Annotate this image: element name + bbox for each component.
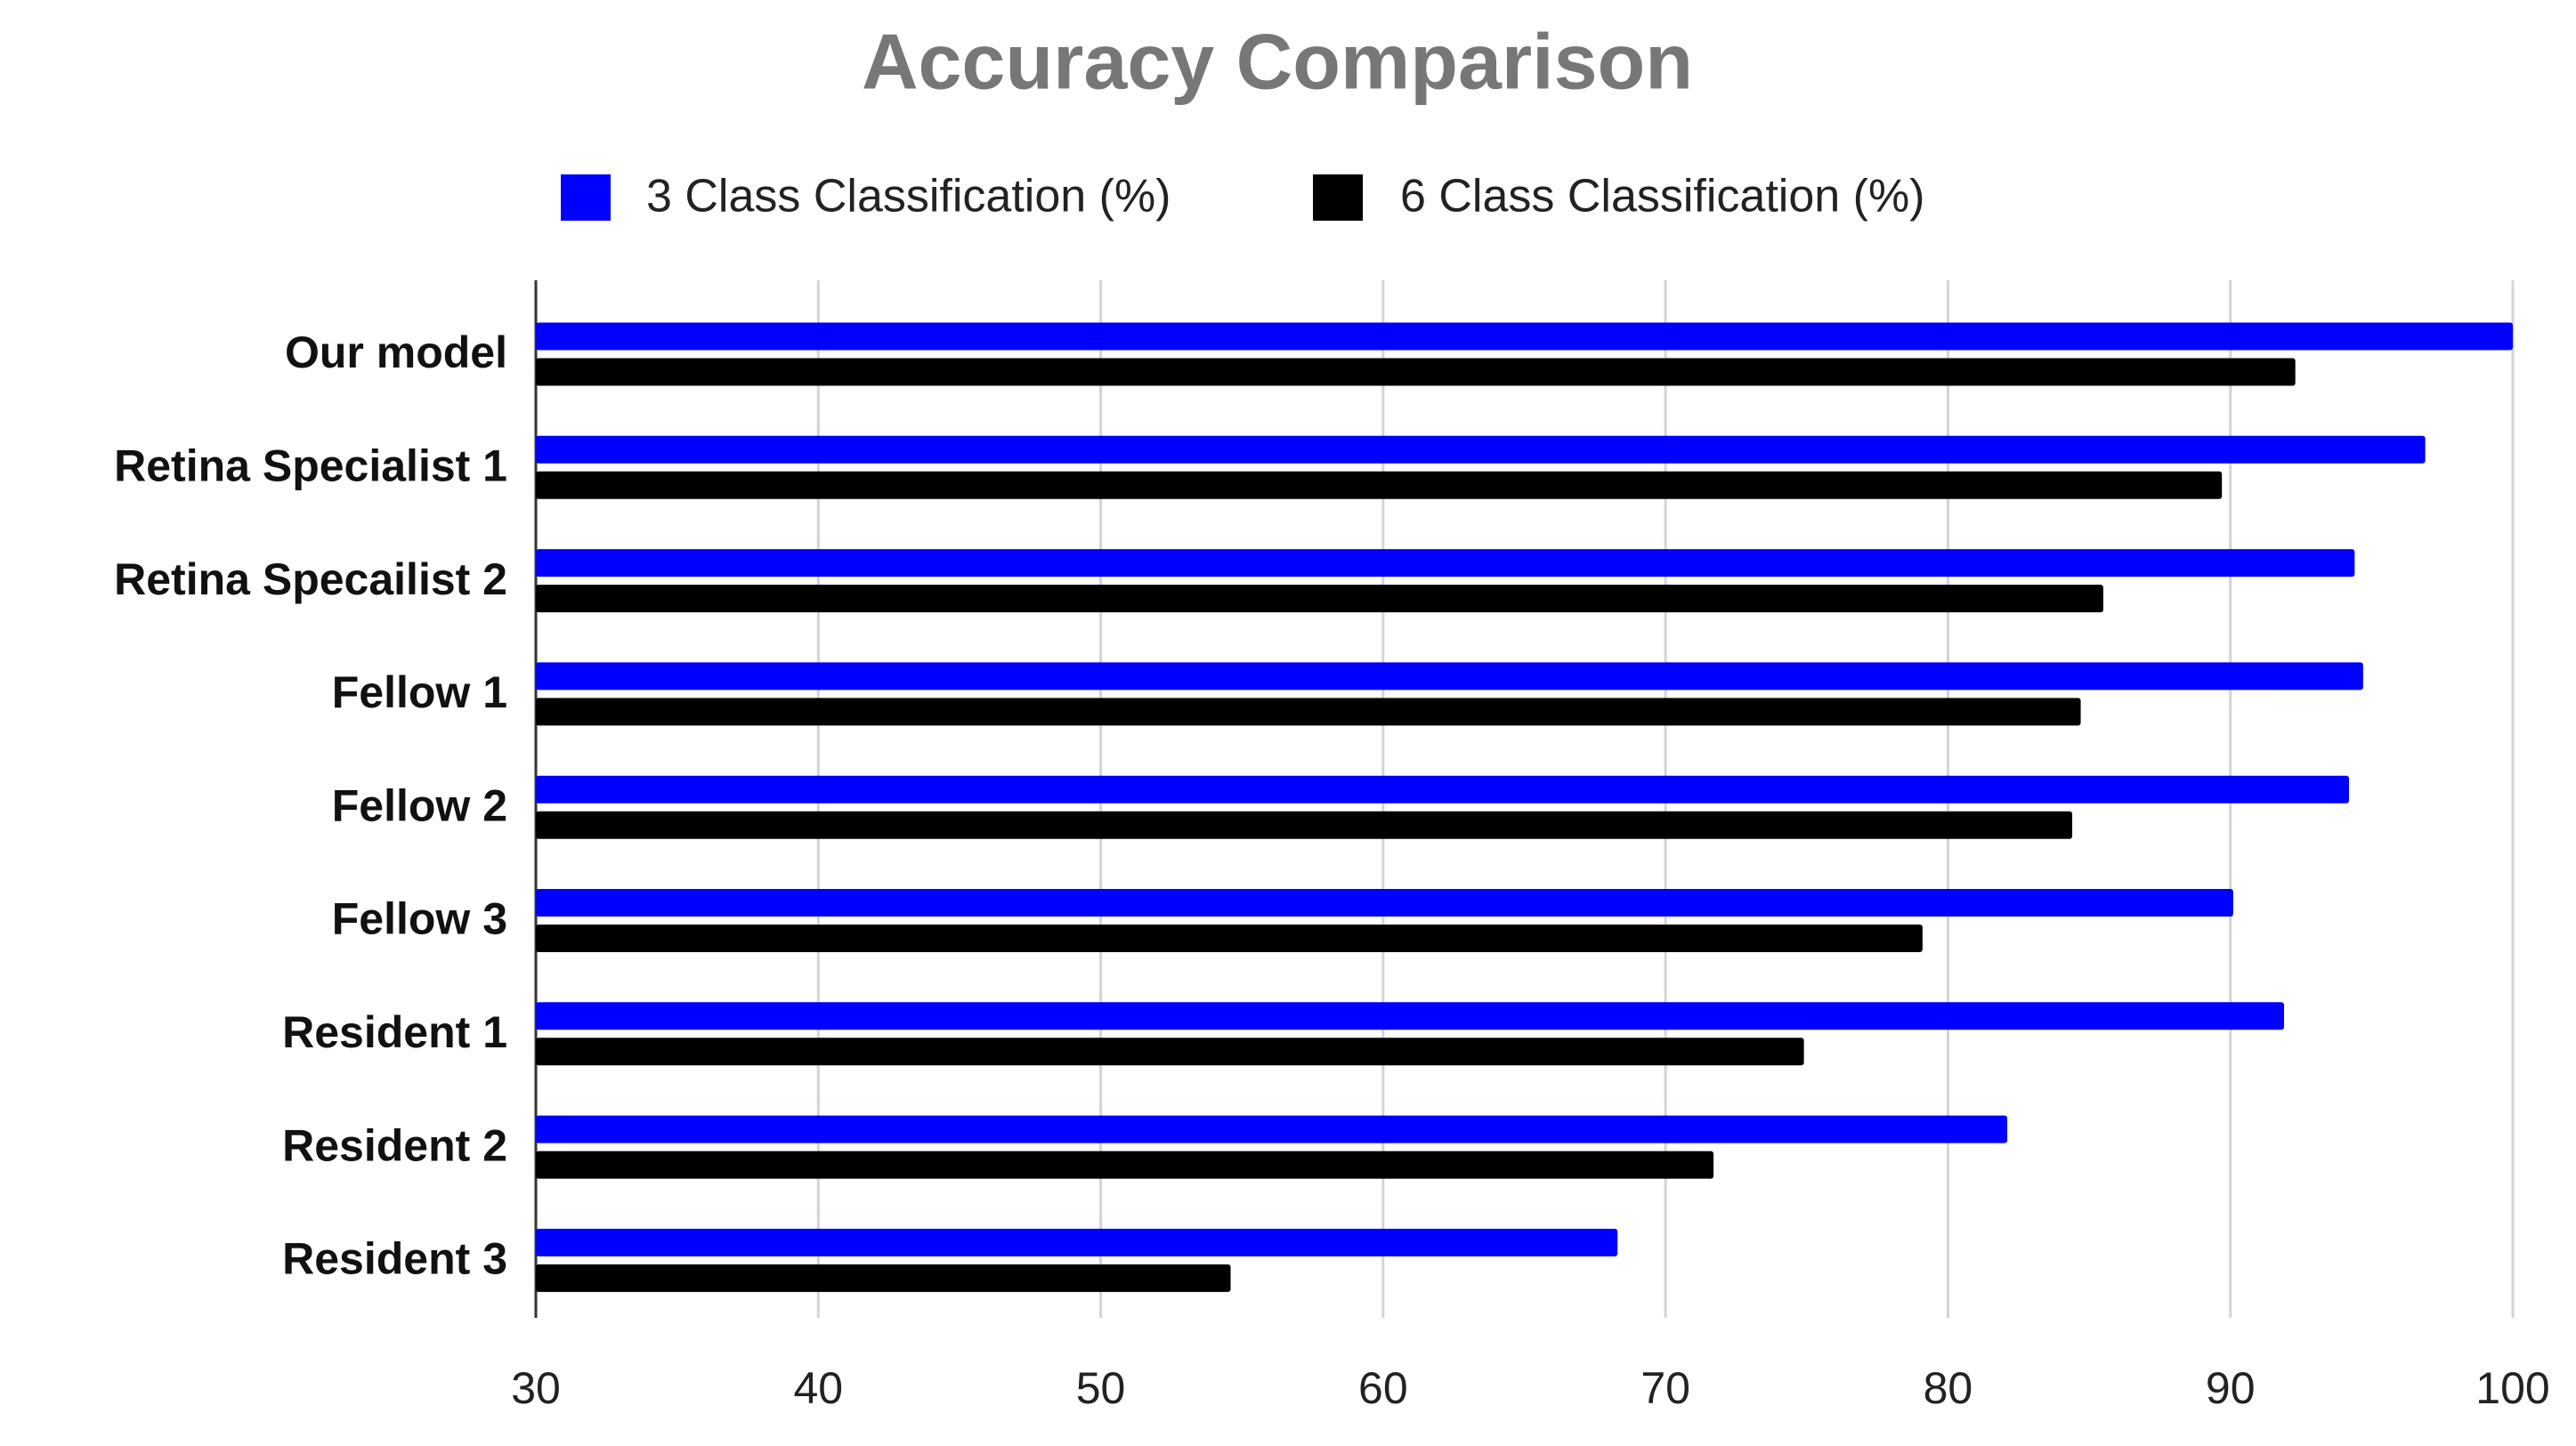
legend-label: 6 Class Classification (%) [1400, 171, 1925, 222]
bar [536, 1228, 1618, 1256]
bar [536, 358, 2296, 386]
category-label: Retina Specialist 1 [114, 441, 507, 491]
bar [536, 698, 2081, 726]
category-label: Resident 3 [282, 1234, 507, 1284]
x-tick-label: 90 [2206, 1363, 2256, 1413]
x-tick-label: 30 [511, 1363, 561, 1413]
category-label: Resident 2 [282, 1120, 507, 1170]
bar [536, 1264, 1231, 1292]
chart-title: Accuracy Comparison [862, 17, 1693, 105]
bar [536, 471, 2223, 499]
bar [536, 1002, 2284, 1030]
x-tick-label: 60 [1358, 1363, 1408, 1413]
x-tick-label: 70 [1640, 1363, 1690, 1413]
x-tick-label: 40 [793, 1363, 843, 1413]
bar [536, 1151, 1714, 1179]
bar [536, 585, 2103, 613]
bar [536, 1038, 1804, 1066]
legend-swatch [1313, 174, 1363, 221]
bar [536, 811, 2073, 839]
legend-label: 3 Class Classification (%) [646, 171, 1171, 222]
category-label: Resident 1 [282, 1007, 507, 1057]
category-label: Retina Specailist 2 [114, 554, 507, 604]
category-label: Our model [285, 327, 507, 377]
legend-swatch [561, 174, 611, 221]
category-label: Fellow 1 [332, 667, 507, 717]
x-tick-label: 50 [1076, 1363, 1126, 1413]
bar [536, 435, 2426, 464]
x-tick-label: 80 [1924, 1363, 1973, 1413]
bar [536, 549, 2355, 578]
x-tick-label: 100 [2475, 1363, 2549, 1413]
category-label: Fellow 3 [332, 894, 507, 944]
bar [536, 775, 2349, 804]
bar [536, 322, 2513, 351]
bar [536, 662, 2363, 691]
bar [536, 925, 1923, 952]
bar [536, 889, 2233, 917]
category-label: Fellow 2 [332, 780, 507, 830]
bar [536, 1115, 2008, 1143]
